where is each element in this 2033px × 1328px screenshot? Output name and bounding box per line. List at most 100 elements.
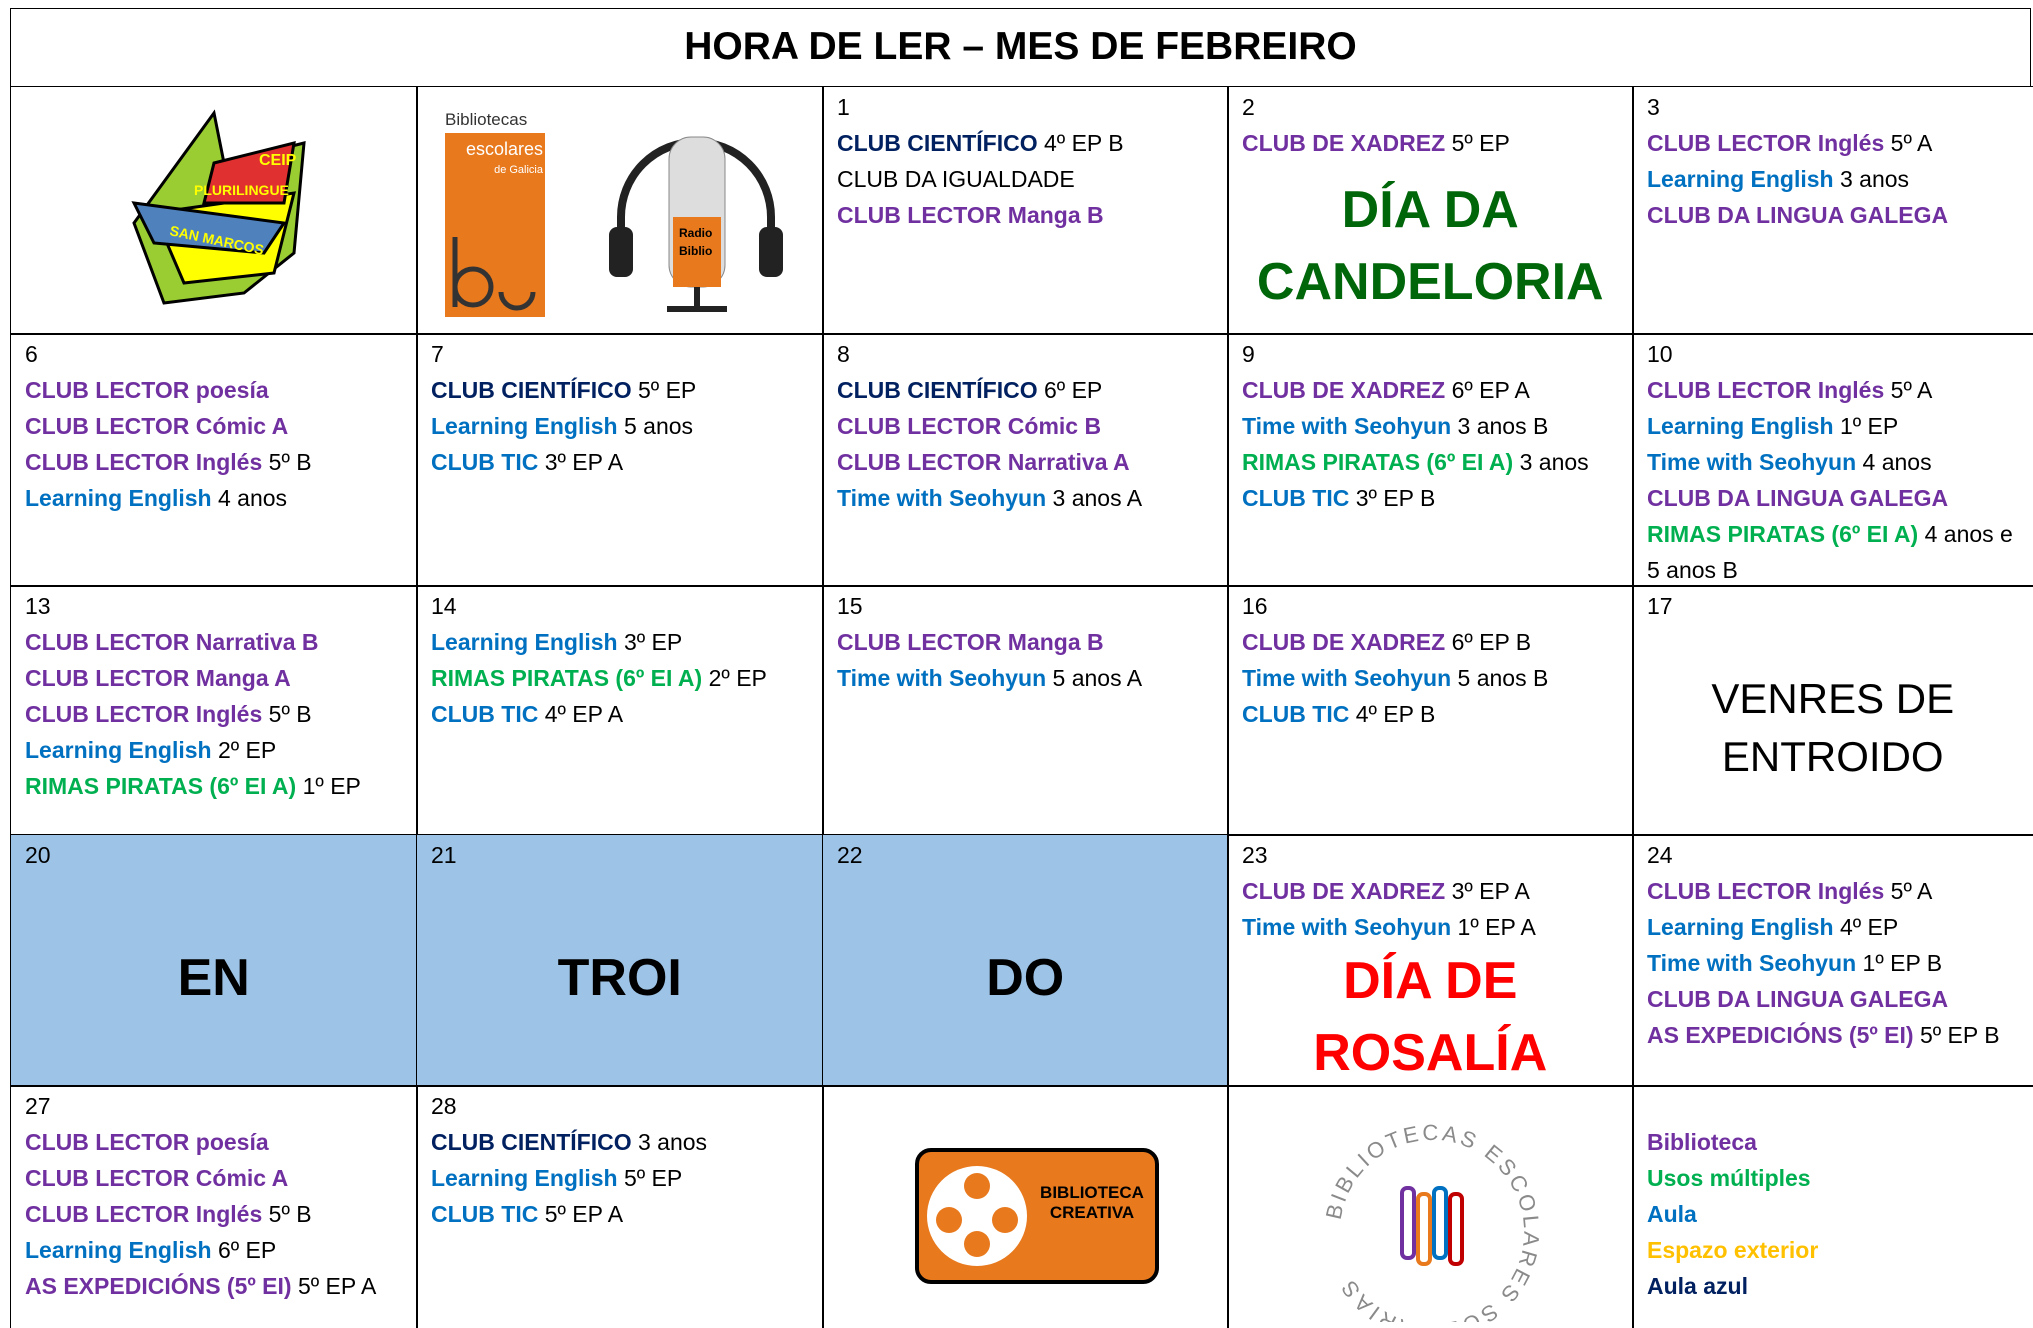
activity-line: CLUB DE XADREZ 3º EP A: [1242, 873, 1619, 909]
activity-line: CLUB LECTOR Inglés 5º B: [25, 1196, 403, 1232]
highlight-text: ROSALÍA: [1313, 1024, 1548, 1082]
logo-text: Radio: [679, 226, 712, 240]
activity-name: Learning English: [431, 413, 618, 439]
activity-line: CLUB TIC 3º EP B: [1242, 480, 1619, 516]
activity-detail: 1º EP A: [1457, 914, 1536, 940]
day-number: 17: [1647, 593, 1673, 619]
activity-name: Learning English: [25, 737, 212, 763]
highlight: DÍA DA CANDELORIA: [1242, 161, 1619, 332]
activity-detail: 3 anos A: [1052, 485, 1143, 511]
activity-line: Learning English 4 anos: [25, 480, 403, 516]
activity-line: Time with Seohyun 4 anos: [1647, 444, 2019, 480]
logo-shape: [131, 201, 287, 255]
activity-detail: 3 anos: [1839, 166, 1910, 192]
activity-name: CLUB CIENTÍFICO: [837, 130, 1038, 156]
activity-detail: 4º EP: [1839, 914, 1899, 940]
day-cell: 22 DO: [822, 834, 1229, 1087]
day-cell: 21 TROI: [416, 834, 824, 1087]
activity-line: Learning English 5º EP: [431, 1160, 809, 1196]
day-cell: 24 CLUB LECTOR Inglés 5º A Learning Englis…: [1632, 834, 2033, 1087]
day-cell: 9 CLUB DE XADREZ 6º EP A Time with Seohyun…: [1227, 333, 1634, 587]
activity-line: Learning English 2º EP: [25, 732, 403, 768]
mic-body: [673, 217, 721, 287]
logo-text: escolares: [466, 139, 543, 159]
activity-line: CLUB DA LINGUA GALEGA: [1647, 981, 2019, 1017]
activity-detail: 3 anos: [638, 1129, 708, 1155]
activity-detail: 5º B: [268, 1201, 312, 1227]
activity-name: Learning English: [431, 629, 618, 655]
activity-name: RIMAS PIRATAS (6º EI A): [431, 665, 703, 691]
highlight-text: ENTROIDO: [1721, 733, 1944, 781]
activity-name: Time with Seohyun: [837, 485, 1047, 511]
activity-detail: 3 anos: [1519, 449, 1589, 475]
legend-item: Espazo exterior: [1647, 1237, 1819, 1263]
day-number: 16: [1242, 593, 1268, 619]
activity-detail: 4 anos e 5 anos B: [1647, 521, 2013, 583]
activity-name: Learning English: [1647, 166, 1834, 192]
activity-detail: 5º A: [1890, 130, 1933, 156]
day-cell: 20 EN: [10, 834, 418, 1087]
activity-name: CLUB LECTOR Manga B: [837, 202, 1104, 228]
logo-shape: [201, 140, 296, 205]
day-cell: 10 CLUB LECTOR Inglés 5º A Learning Englis…: [1632, 333, 2033, 587]
day-number: 28: [431, 1093, 457, 1119]
day-number: 10: [1647, 341, 1673, 367]
activity-line: Time with Seohyun 1º EP A: [1242, 909, 1619, 945]
activity-detail: 4º EP A: [544, 701, 624, 727]
activity-line: CLUB LECTOR Narrativa A: [837, 444, 1214, 480]
activity-detail: 5 anos B: [1457, 665, 1549, 691]
day-cell: 27 CLUB LECTOR poesía CLUB LECTOR Cómic A C…: [10, 1085, 418, 1328]
day-number: 8: [837, 341, 850, 367]
activity-name: CLUB LECTOR Cómic B: [837, 413, 1102, 439]
activity-line: CLUB LECTOR Manga A: [25, 660, 403, 696]
activity-line: CLUB CIENTÍFICO 3 anos: [431, 1124, 809, 1160]
activity-detail: 4 anos: [1862, 449, 1932, 475]
activity-line: AS EXPEDICIÓNS (5º EI) 5º EP B: [1647, 1017, 2019, 1053]
activity-detail: 4 anos: [217, 485, 288, 511]
activity-name: CLUB LECTOR Inglés: [25, 1201, 263, 1227]
day-cell: 17 VENRES DE ENTROIDO: [1632, 585, 2033, 836]
activity-name: CLUB LECTOR Inglés: [1647, 377, 1885, 403]
activity-name: CLUB DA LINGUA GALEGA: [1647, 986, 1949, 1012]
reel: [927, 1166, 1028, 1266]
day-cell: 8 CLUB CIENTÍFICO 6º EP CLUB LECTOR Cómic …: [822, 333, 1229, 587]
highlight-text: DÍA DA: [1341, 181, 1519, 240]
activity-name: CLUB LECTOR Inglés: [1647, 130, 1885, 156]
day-number: 21: [431, 842, 457, 868]
day-cell: 2 CLUB DE XADREZ 5º EP DÍA DA CANDELORIA: [1227, 86, 1634, 335]
book: [1448, 1192, 1465, 1266]
activity-line: Learning English 5 anos: [431, 408, 809, 444]
activity-name: CLUB CIENTÍFICO: [431, 1129, 632, 1155]
activity-detail: 6º EP B: [1451, 629, 1532, 655]
activity-detail: 5º EP: [1451, 130, 1510, 156]
legend: Biblioteca Usos múltiples Aula Espazo exter…: [1647, 1088, 2019, 1304]
day-cell: 16 CLUB DE XADREZ 6º EP B Time with Seohyu…: [1227, 585, 1634, 836]
day-cell: 15 CLUB LECTOR Manga B Time with Seohyun 5…: [822, 585, 1229, 836]
day-cell: CEIP PLURILINGUE SAN MARCOS: [10, 86, 418, 335]
activity-name: Learning English: [431, 1165, 618, 1191]
activity-name: CLUB CIENTÍFICO: [431, 377, 632, 403]
activity-detail: 3º EP: [623, 629, 683, 655]
activity-line: CLUB LECTOR poesía: [25, 1124, 403, 1160]
activity-name: Learning English: [25, 485, 212, 511]
activity-line: CLUB DA LINGUA GALEGA: [1647, 480, 2019, 516]
highlight-text: DÍA DE: [1343, 952, 1518, 1010]
highlight: DO: [837, 873, 1214, 1084]
activity-name: CLUB LECTOR poesía: [25, 1129, 269, 1155]
activity-detail: 2º EP: [217, 737, 277, 763]
activity-name: CLUB TIC: [1242, 485, 1350, 511]
highlight: TROI: [431, 873, 809, 1084]
activity-line: CLUB DE XADREZ 5º EP: [1242, 125, 1619, 161]
day-number: 7: [431, 341, 444, 367]
logo-text: BIBLIOTECA: [1040, 1183, 1144, 1202]
highlight-text: VENRES DE: [1711, 675, 1955, 723]
day-number: 6: [25, 341, 38, 367]
activity-name: CLUB TIC: [431, 1201, 539, 1227]
day-number: 2: [1242, 94, 1255, 120]
reel-hole: [992, 1207, 1019, 1233]
activity-detail: 1º EP: [1839, 413, 1899, 439]
activity-line: CLUB DA IGUALDADE: [837, 161, 1214, 197]
day-cell: BIBLIOTECAS ESCOLARES SOLIDARIAS: [1227, 1085, 1634, 1328]
logo-block: [445, 133, 545, 317]
